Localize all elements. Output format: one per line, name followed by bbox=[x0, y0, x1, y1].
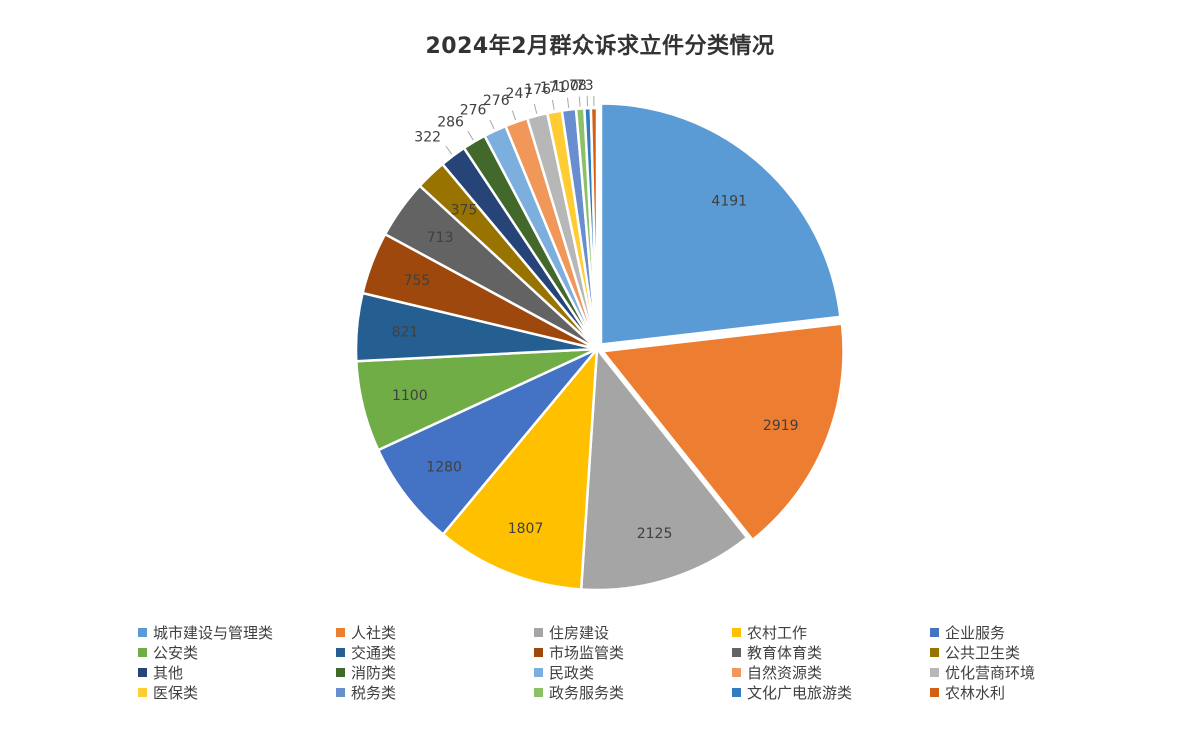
legend-item: 市场监管类 bbox=[534, 642, 732, 662]
legend-swatch bbox=[732, 647, 741, 657]
legend-item: 医保类 bbox=[138, 682, 336, 702]
legend-label: 消防类 bbox=[351, 663, 397, 682]
chart-title: 2024年2月群众诉求立件分类情况 bbox=[425, 34, 775, 59]
pie-data-label: 322 bbox=[414, 130, 441, 146]
legend-swatch bbox=[534, 667, 543, 677]
legend-swatch bbox=[138, 647, 147, 657]
legend-label: 医保类 bbox=[153, 683, 199, 702]
legend-swatch bbox=[732, 687, 741, 697]
pie-data-label: 755 bbox=[404, 273, 431, 289]
pie-slice bbox=[441, 347, 599, 591]
pie-data-label: 2125 bbox=[637, 526, 673, 542]
leader-line bbox=[467, 131, 474, 141]
legend-label: 住房建设 bbox=[549, 623, 610, 642]
pie-data-label: 1807 bbox=[508, 521, 544, 537]
legend-label: 其他 bbox=[153, 663, 184, 682]
legend-label: 市场监管类 bbox=[549, 643, 625, 662]
leader-line bbox=[533, 103, 538, 114]
legend-label: 优化营商环境 bbox=[945, 663, 1036, 682]
pie-data-label: 276 bbox=[460, 103, 487, 119]
legend-swatch bbox=[336, 667, 345, 677]
legend-item: 农村工作 bbox=[732, 622, 930, 642]
legend-label: 农村工作 bbox=[747, 623, 808, 642]
legend-swatch bbox=[732, 667, 741, 677]
legend-item: 农林水利 bbox=[930, 682, 1128, 702]
pie-data-label: 1100 bbox=[392, 388, 428, 404]
legend-swatch bbox=[534, 627, 543, 637]
legend-item: 城市建设与管理类 bbox=[138, 622, 336, 642]
legend-label: 城市建设与管理类 bbox=[153, 623, 274, 642]
leader-line bbox=[578, 96, 581, 107]
legend-label: 教育体育类 bbox=[747, 643, 823, 662]
pie-data-label: 1280 bbox=[426, 459, 462, 475]
legend-label: 人社类 bbox=[351, 623, 397, 642]
leader-line bbox=[445, 145, 453, 155]
legend-item: 自然资源类 bbox=[732, 662, 930, 682]
pie-data-labels: 4191291921251807128011008217557133753222… bbox=[392, 78, 799, 542]
pie-data-label: 821 bbox=[392, 324, 419, 340]
legend-item: 优化营商环境 bbox=[930, 662, 1128, 682]
legend-swatch bbox=[930, 647, 939, 657]
chart-legend: 城市建设与管理类 人社类 住房建设 农村工作 企业服务公安类 交通类 市场监管类 教育体育类 公… bbox=[138, 622, 1138, 702]
legend-item: 企业服务 bbox=[930, 622, 1128, 642]
legend-label: 文化广电旅游类 bbox=[747, 683, 853, 702]
pie-data-label: 171 bbox=[540, 80, 567, 96]
pie-slice bbox=[589, 106, 599, 351]
pie-data-label: 176 bbox=[524, 82, 551, 98]
legend-label: 民政类 bbox=[549, 663, 595, 682]
legend-item: 教育体育类 bbox=[732, 642, 930, 662]
legend-item: 人社类 bbox=[336, 622, 534, 642]
leader-line bbox=[489, 119, 495, 130]
legend-swatch bbox=[534, 687, 543, 697]
pie-slice bbox=[599, 102, 842, 346]
leader-line bbox=[511, 110, 517, 121]
pie-data-label: 375 bbox=[451, 202, 478, 218]
pie-data-label: 2919 bbox=[763, 418, 799, 434]
legend-label: 交通类 bbox=[351, 643, 397, 662]
pie-data-label: 276 bbox=[483, 93, 510, 109]
legend-swatch bbox=[732, 627, 741, 637]
legend-label: 公共卫生类 bbox=[945, 643, 1021, 662]
leader-line bbox=[567, 97, 570, 108]
legend-swatch bbox=[336, 627, 345, 637]
legend-item: 其他 bbox=[138, 662, 336, 682]
legend-label: 政务服务类 bbox=[549, 683, 625, 702]
pie-data-label: 78 bbox=[569, 78, 587, 94]
pie-slices bbox=[354, 102, 845, 592]
legend-item: 文化广电旅游类 bbox=[732, 682, 930, 702]
legend-item: 税务类 bbox=[336, 682, 534, 702]
legend-item: 政务服务类 bbox=[534, 682, 732, 702]
legend-label: 自然资源类 bbox=[747, 663, 823, 682]
legend-swatch bbox=[138, 627, 147, 637]
pie-data-label: 247 bbox=[506, 86, 533, 102]
legend-label: 税务类 bbox=[351, 683, 397, 702]
legend-swatch bbox=[138, 687, 147, 697]
pie-slice bbox=[601, 322, 845, 542]
legend-label: 公安类 bbox=[153, 643, 199, 662]
legend-swatch bbox=[336, 687, 345, 697]
pie-data-label: 73 bbox=[576, 78, 594, 94]
leader-line bbox=[551, 99, 555, 110]
legend-item: 公共卫生类 bbox=[930, 642, 1128, 662]
pie-data-label: 100 bbox=[552, 79, 579, 95]
pie-data-label: 4191 bbox=[711, 194, 747, 210]
legend-swatch bbox=[138, 667, 147, 677]
legend-item: 公安类 bbox=[138, 642, 336, 662]
legend-swatch bbox=[336, 647, 345, 657]
pie-data-label: 713 bbox=[427, 230, 454, 246]
legend-label: 农林水利 bbox=[945, 683, 1006, 702]
legend-item: 消防类 bbox=[336, 662, 534, 682]
legend-item: 交通类 bbox=[336, 642, 534, 662]
legend-item: 民政类 bbox=[534, 662, 732, 682]
legend-swatch bbox=[930, 667, 939, 677]
legend-swatch bbox=[534, 647, 543, 657]
pie-slice bbox=[376, 347, 599, 536]
legend-label: 企业服务 bbox=[945, 623, 1006, 642]
legend-swatch bbox=[930, 687, 939, 697]
pie-slice bbox=[579, 347, 749, 592]
legend-swatch bbox=[930, 627, 939, 637]
legend-item: 住房建设 bbox=[534, 622, 732, 642]
pie-data-label: 286 bbox=[437, 114, 464, 130]
